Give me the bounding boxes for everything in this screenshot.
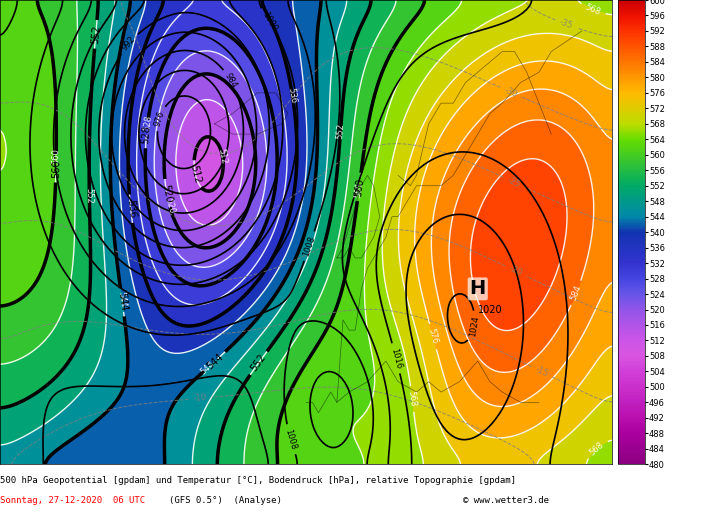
Text: 552: 552 (90, 25, 101, 44)
Text: 536: 536 (287, 87, 298, 104)
Text: -25: -25 (506, 175, 522, 189)
Text: 1024: 1024 (467, 315, 480, 337)
Text: 552: 552 (335, 123, 346, 139)
Text: H: H (470, 280, 486, 299)
Text: 528: 528 (142, 114, 153, 131)
Text: 520: 520 (163, 197, 176, 214)
Text: -10: -10 (193, 393, 207, 403)
Text: 560: 560 (353, 177, 365, 197)
Text: 552: 552 (249, 352, 268, 373)
Text: 1020: 1020 (478, 305, 502, 314)
Text: 568: 568 (588, 440, 606, 458)
Text: 560: 560 (353, 182, 364, 199)
Text: 544: 544 (116, 291, 127, 307)
Text: 520: 520 (161, 183, 173, 203)
Text: 568: 568 (584, 2, 603, 16)
Text: 1008: 1008 (284, 428, 298, 451)
Text: 544: 544 (116, 292, 129, 312)
Text: -30: -30 (503, 85, 519, 99)
Text: 560: 560 (51, 159, 61, 177)
Text: 560: 560 (51, 148, 61, 164)
Text: 536: 536 (125, 199, 137, 219)
Text: 576: 576 (427, 328, 439, 345)
Text: 500 hPa Geopotential [gpdam] und Temperatur [°C], Bodendruck [hPa], relative Top: 500 hPa Geopotential [gpdam] und Tempera… (0, 476, 516, 485)
Text: 512: 512 (216, 147, 228, 164)
Text: Sonntag, 27-12-2020  06 UTC: Sonntag, 27-12-2020 06 UTC (0, 496, 145, 505)
Text: -15: -15 (534, 365, 550, 379)
Text: 552: 552 (84, 188, 94, 204)
Text: 544: 544 (199, 359, 217, 377)
Text: 1008: 1008 (302, 235, 317, 258)
Text: © www.wetter3.de: © www.wetter3.de (463, 496, 549, 505)
Text: 984: 984 (223, 71, 239, 90)
Text: 528: 528 (141, 124, 152, 144)
Text: 584: 584 (569, 284, 584, 302)
Text: -20: -20 (508, 264, 524, 278)
Text: (GFS 0.5°)  (Analyse): (GFS 0.5°) (Analyse) (169, 496, 282, 505)
Text: 544: 544 (204, 351, 225, 371)
Text: 1000: 1000 (260, 10, 279, 33)
Text: 992: 992 (120, 35, 137, 52)
Text: 1016: 1016 (389, 347, 403, 370)
Text: 512: 512 (188, 164, 202, 185)
Text: -35: -35 (558, 17, 574, 31)
Text: 976: 976 (153, 109, 166, 127)
Text: 568: 568 (407, 390, 417, 407)
